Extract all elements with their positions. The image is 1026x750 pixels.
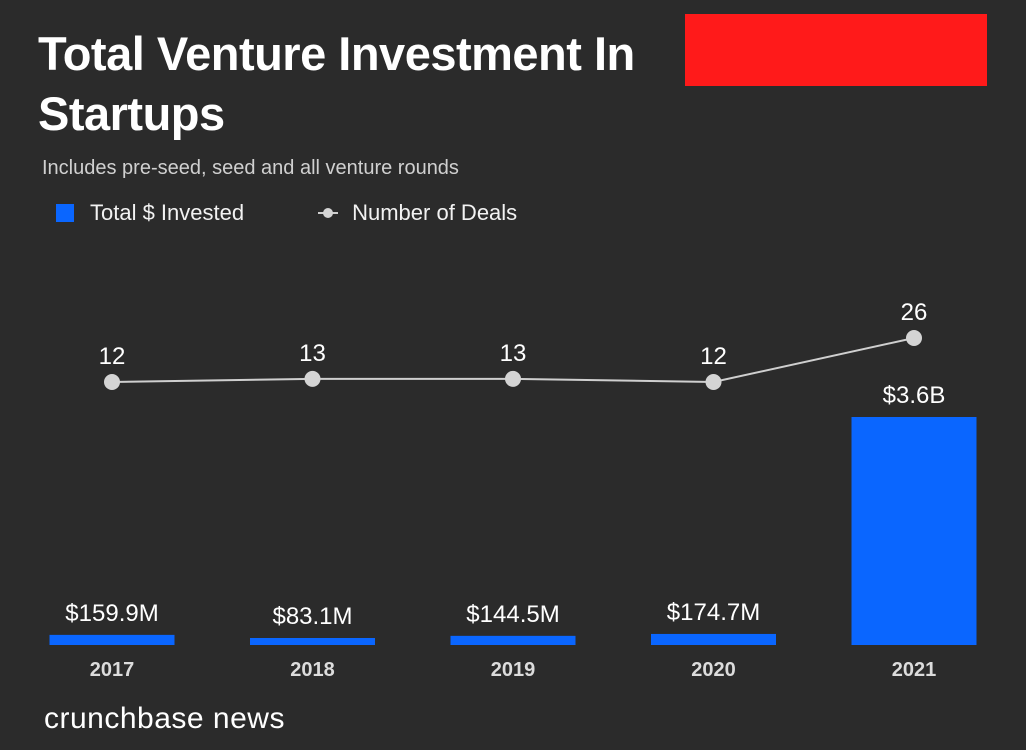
x-tick-2018: 2018	[290, 659, 335, 681]
deals-point-2018	[304, 370, 321, 387]
bar-2021	[851, 417, 977, 645]
deals-label-2020: 12	[700, 343, 727, 370]
deals-point-2017	[104, 374, 120, 390]
x-tick-2017: 2017	[90, 659, 135, 681]
deals-label-2021: 26	[901, 299, 928, 326]
legend-label-deals: Number of Deals	[352, 200, 518, 225]
deals-label-2019: 13	[500, 340, 527, 367]
deals-label-2018: 13	[299, 340, 326, 367]
bar-label-2019: $144.5M	[466, 601, 559, 628]
deals-point-2020	[705, 374, 722, 390]
legend-item-deals: Number of Deals	[318, 200, 517, 226]
chart-subtitle: Includes pre-seed, seed and all venture …	[42, 157, 459, 179]
chart-title: Total Venture Investment In Startups	[38, 27, 635, 140]
bar-label-2018: $83.1M	[272, 603, 352, 630]
deals-point-2021	[906, 330, 922, 346]
deals-point-2019	[505, 370, 521, 387]
legend-item-invested: Total $ Invested	[56, 200, 244, 226]
x-tick-2019: 2019	[491, 659, 536, 681]
bar-swatch-icon	[56, 204, 74, 222]
bar-2018	[250, 638, 375, 645]
line-marker-icon	[318, 204, 339, 222]
bar-label-2017: $159.9M	[65, 600, 158, 627]
bar-2020	[651, 633, 776, 645]
x-tick-2020: 2020	[691, 659, 736, 681]
bar-2019	[450, 635, 576, 645]
bar-2017	[49, 634, 175, 645]
chart: $159.9M 2017 $83.1M 2018 $144.5M 2019 $174.7M 2…	[49, 299, 977, 681]
bar-label-2021: $3.6B	[883, 382, 946, 409]
bar-label-2020: $174.7M	[667, 599, 760, 626]
brand-logo: crunchbase news	[44, 702, 285, 735]
redaction-box	[685, 14, 987, 86]
deals-label-2017: 12	[99, 343, 126, 370]
legend-label-invested: Total $ Invested	[90, 200, 245, 225]
legend: Total $ Invested Number of Deals	[56, 200, 517, 226]
x-tick-2021: 2021	[892, 659, 937, 681]
